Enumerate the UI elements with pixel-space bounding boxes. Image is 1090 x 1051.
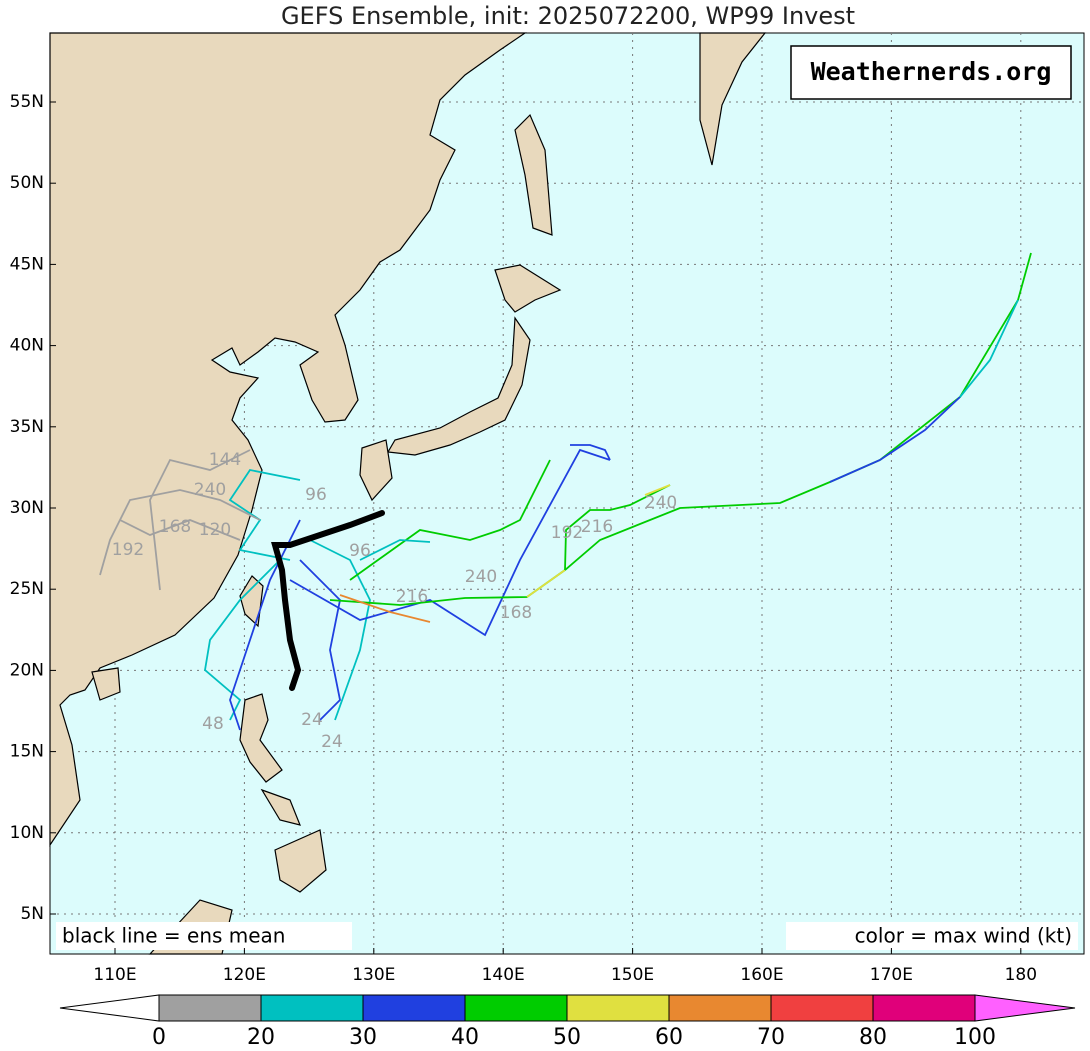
track xyxy=(339,594,431,623)
colorbar-right-arrow xyxy=(974,994,1076,1022)
note-left-box xyxy=(56,922,352,950)
colorbar-segment xyxy=(872,994,976,1022)
lon-label: 180 xyxy=(1005,965,1037,985)
track xyxy=(959,299,1019,398)
lat-label: 40N xyxy=(10,336,44,356)
kamchatka xyxy=(699,32,767,166)
colorbar-segment xyxy=(158,994,262,1022)
track-label: 216 xyxy=(396,587,428,607)
taiwan xyxy=(239,575,264,628)
lat-label: 45N xyxy=(10,254,44,274)
colorbar-label: 70 xyxy=(757,1025,785,1050)
ensemble-mean xyxy=(271,510,385,691)
note-right-box xyxy=(786,922,1078,950)
track-label: 216 xyxy=(581,517,613,537)
track xyxy=(299,559,341,721)
track xyxy=(359,539,431,561)
track xyxy=(99,489,261,576)
colorbar-segment xyxy=(464,994,568,1022)
asia-mainland xyxy=(49,32,527,847)
colorbar-label: 50 xyxy=(553,1025,581,1050)
visayas xyxy=(260,788,301,826)
watermark: Weathernerds.org xyxy=(811,57,1052,86)
lon-label: 110E xyxy=(93,965,136,985)
luzon xyxy=(239,693,283,783)
hainan xyxy=(91,667,121,701)
tracks xyxy=(99,252,1032,731)
track-label: 96 xyxy=(305,485,327,505)
colorbar-segment xyxy=(362,994,466,1022)
land xyxy=(49,32,767,955)
track xyxy=(644,484,671,496)
track-label: 144 xyxy=(209,450,241,470)
kyushu xyxy=(359,439,393,502)
lat-label: 30N xyxy=(10,498,44,518)
track-label: 192 xyxy=(112,540,144,560)
colorbar-segment xyxy=(566,994,670,1022)
lat-label: 15N xyxy=(10,742,44,762)
lon-label: 120E xyxy=(223,965,266,985)
colorbar-label: 60 xyxy=(655,1025,683,1050)
track-label: 168 xyxy=(159,517,191,537)
lat-label: 20N xyxy=(10,660,44,680)
track-labels: 240 216 192 240 216 168 96 96 192 168 12… xyxy=(112,450,677,752)
honshu xyxy=(387,316,531,456)
colorbar-label: 80 xyxy=(859,1025,887,1050)
track-label: 240 xyxy=(194,480,226,500)
track xyxy=(119,519,241,541)
track xyxy=(526,569,566,598)
colorbar-segment xyxy=(770,994,874,1022)
track-label: 168 xyxy=(500,603,532,623)
lat-label: 25N xyxy=(10,579,44,599)
track xyxy=(149,449,251,591)
colorbar-segment xyxy=(260,994,364,1022)
track xyxy=(204,559,281,721)
mindanao xyxy=(274,829,327,893)
track-label: 240 xyxy=(645,493,677,513)
lon-label: 150E xyxy=(611,965,654,985)
track xyxy=(349,459,551,581)
colorbar-left-arrow xyxy=(59,994,160,1022)
track-label: 24 xyxy=(301,710,323,730)
title: GEFS Ensemble, init: 2025072200, WP99 In… xyxy=(281,2,855,30)
lon-label: 170E xyxy=(870,965,913,985)
track xyxy=(564,484,671,571)
sakhalin xyxy=(514,113,553,236)
track-label: 96 xyxy=(349,541,371,561)
colorbar-segment xyxy=(668,994,772,1022)
lat-label: 35N xyxy=(10,417,44,437)
track xyxy=(570,444,611,461)
track xyxy=(289,448,611,637)
lat-label: 10N xyxy=(10,823,44,843)
track xyxy=(829,396,961,483)
track-label: 240 xyxy=(465,567,497,587)
grid xyxy=(50,33,1084,954)
track-label: 48 xyxy=(202,714,224,734)
colorbar-label: 0 xyxy=(152,1025,166,1050)
track xyxy=(309,539,371,721)
note-left: black line = ens mean xyxy=(62,924,286,948)
lat-label: 5N xyxy=(20,904,44,924)
lon-label: 140E xyxy=(482,965,525,985)
colorbar-label: 30 xyxy=(349,1025,377,1050)
colorbar: 0 20 30 40 50 60 70 80 100 xyxy=(59,994,1076,1050)
axes: 55N 50N 45N 40N 35N 30N 25N 20N 15N 10N 5N 110E 120E… xyxy=(10,92,1037,985)
hokkaido xyxy=(494,264,562,313)
note-right: color = max wind (kt) xyxy=(855,924,1072,948)
track-label: 24 xyxy=(321,732,343,752)
watermark-box xyxy=(790,45,1072,100)
colorbar-label: 100 xyxy=(954,1025,996,1050)
colorbar-label: 20 xyxy=(247,1025,275,1050)
track xyxy=(228,468,301,561)
lon-label: 130E xyxy=(352,965,395,985)
lon-label: 160E xyxy=(740,965,783,985)
track-label: 192 xyxy=(551,523,583,543)
colorbar-label: 40 xyxy=(451,1025,479,1050)
lat-label: 55N xyxy=(10,92,44,112)
lat-label: 50N xyxy=(10,173,44,193)
track-label: 120 xyxy=(199,520,231,540)
